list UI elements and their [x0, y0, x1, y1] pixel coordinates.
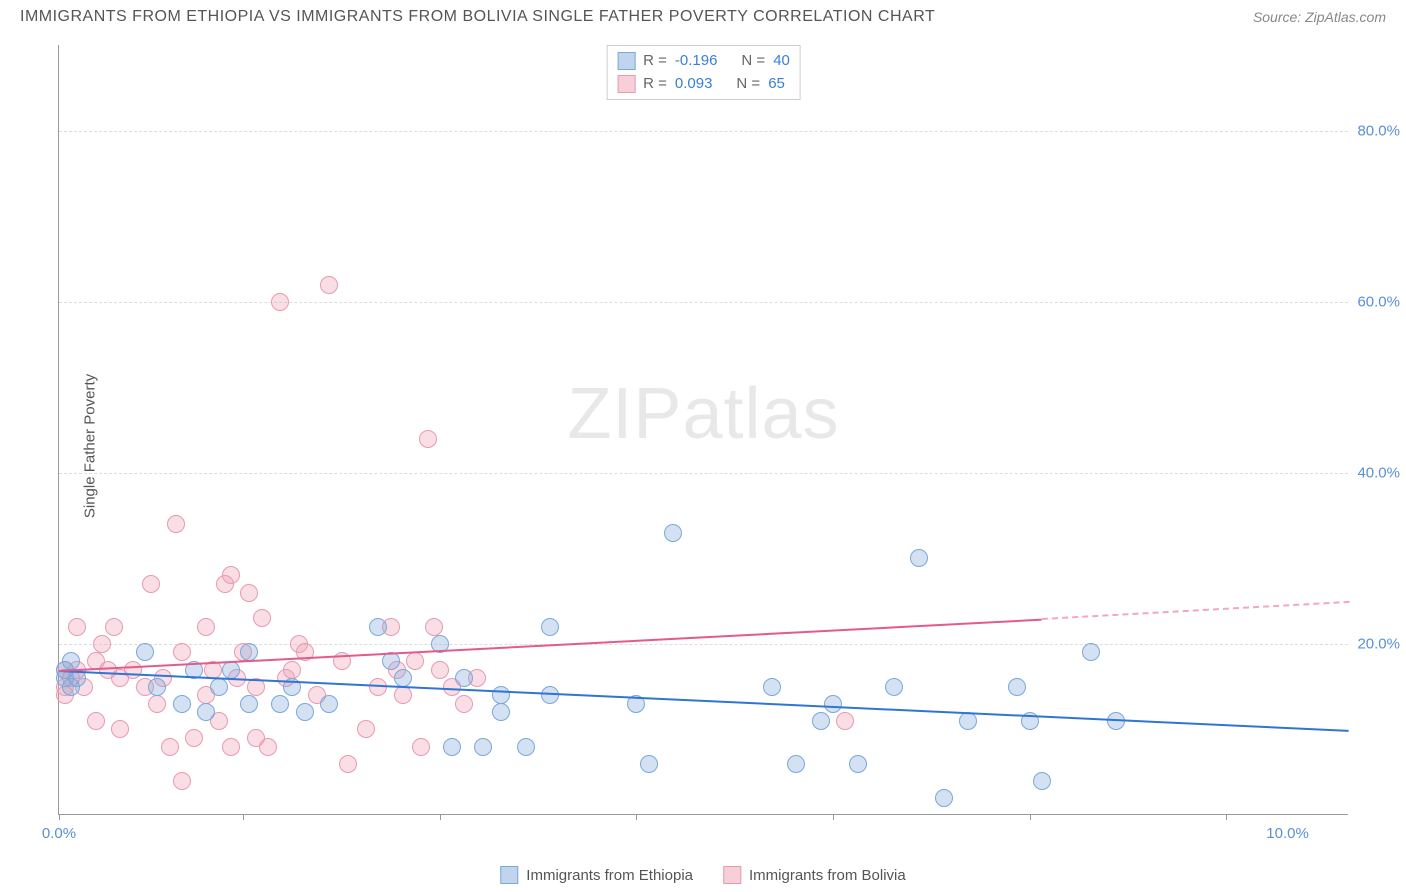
watermark-logo: ZIPatlas: [567, 373, 839, 455]
data-point: [474, 738, 492, 756]
swatch-icon: [617, 75, 635, 93]
y-tick-label: 80.0%: [1357, 122, 1400, 139]
data-point: [1008, 678, 1026, 696]
data-point: [320, 276, 338, 294]
x-tick-label: 10.0%: [1266, 825, 1309, 842]
data-point: [93, 635, 111, 653]
x-tick: [1030, 814, 1031, 820]
data-point: [87, 712, 105, 730]
data-point: [431, 661, 449, 679]
data-point: [296, 703, 314, 721]
data-point: [222, 566, 240, 584]
data-point: [124, 661, 142, 679]
y-tick-label: 20.0%: [1357, 635, 1400, 652]
swatch-icon: [500, 866, 518, 884]
data-point: [136, 643, 154, 661]
data-point: [271, 695, 289, 713]
x-tick: [440, 814, 441, 820]
data-point: [197, 703, 215, 721]
data-point: [240, 584, 258, 602]
trend-line: [1042, 601, 1349, 620]
x-tick: [636, 814, 637, 820]
data-point: [111, 720, 129, 738]
data-point: [836, 712, 854, 730]
data-point: [412, 738, 430, 756]
data-point: [425, 618, 443, 636]
data-point: [455, 695, 473, 713]
bottom-legend: Immigrants from Ethiopia Immigrants from…: [500, 866, 905, 884]
data-point: [910, 549, 928, 567]
data-point: [148, 678, 166, 696]
source-attribution: Source: ZipAtlas.com: [1253, 9, 1386, 25]
y-tick-label: 60.0%: [1357, 293, 1400, 310]
data-point: [68, 618, 86, 636]
data-point: [849, 755, 867, 773]
legend-item-ethiopia: Immigrants from Ethiopia: [500, 866, 693, 884]
data-point: [142, 575, 160, 593]
x-tick-label: 0.0%: [42, 825, 76, 842]
x-tick: [59, 814, 60, 820]
data-point: [885, 678, 903, 696]
data-point: [222, 738, 240, 756]
legend-item-bolivia: Immigrants from Bolivia: [723, 866, 906, 884]
grid-line: [59, 302, 1348, 303]
data-point: [210, 678, 228, 696]
data-point: [406, 652, 424, 670]
data-point: [320, 695, 338, 713]
x-tick: [833, 814, 834, 820]
data-point: [1082, 643, 1100, 661]
data-point: [787, 755, 805, 773]
stats-row-ethiopia: R = -0.196 N = 40: [617, 50, 790, 73]
swatch-icon: [617, 52, 635, 70]
data-point: [959, 712, 977, 730]
data-point: [394, 669, 412, 687]
data-point: [824, 695, 842, 713]
correlation-stats-box: R = -0.196 N = 40 R = 0.093 N = 65: [606, 45, 801, 100]
chart-title: IMMIGRANTS FROM ETHIOPIA VS IMMIGRANTS F…: [20, 8, 935, 26]
data-point: [240, 695, 258, 713]
data-point: [443, 738, 461, 756]
data-point: [357, 720, 375, 738]
data-point: [1033, 772, 1051, 790]
x-tick: [1226, 814, 1227, 820]
data-point: [541, 686, 559, 704]
data-point: [62, 652, 80, 670]
data-point: [161, 738, 179, 756]
data-point: [935, 789, 953, 807]
data-point: [394, 686, 412, 704]
grid-line: [59, 473, 1348, 474]
data-point: [167, 515, 185, 533]
swatch-icon: [723, 866, 741, 884]
data-point: [339, 755, 357, 773]
data-point: [105, 618, 123, 636]
data-point: [369, 618, 387, 636]
data-point: [492, 703, 510, 721]
data-point: [455, 669, 473, 687]
data-point: [253, 609, 271, 627]
x-tick: [243, 814, 244, 820]
data-point: [271, 293, 289, 311]
data-point: [517, 738, 535, 756]
data-point: [173, 643, 191, 661]
data-point: [259, 738, 277, 756]
data-point: [419, 430, 437, 448]
data-point: [640, 755, 658, 773]
data-point: [185, 729, 203, 747]
data-point: [148, 695, 166, 713]
data-point: [664, 524, 682, 542]
stats-row-bolivia: R = 0.093 N = 65: [617, 73, 790, 96]
data-point: [541, 618, 559, 636]
data-point: [492, 686, 510, 704]
data-point: [173, 772, 191, 790]
y-tick-label: 40.0%: [1357, 464, 1400, 481]
chart-plot-area: ZIPatlas R = -0.196 N = 40 R = 0.093 N =…: [58, 45, 1348, 815]
data-point: [763, 678, 781, 696]
data-point: [283, 661, 301, 679]
data-point: [197, 618, 215, 636]
data-point: [173, 695, 191, 713]
data-point: [812, 712, 830, 730]
grid-line: [59, 131, 1348, 132]
